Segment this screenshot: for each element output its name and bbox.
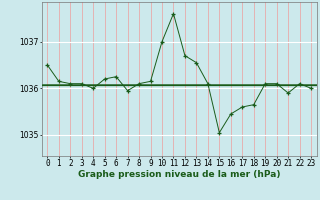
X-axis label: Graphe pression niveau de la mer (hPa): Graphe pression niveau de la mer (hPa) xyxy=(78,170,280,179)
